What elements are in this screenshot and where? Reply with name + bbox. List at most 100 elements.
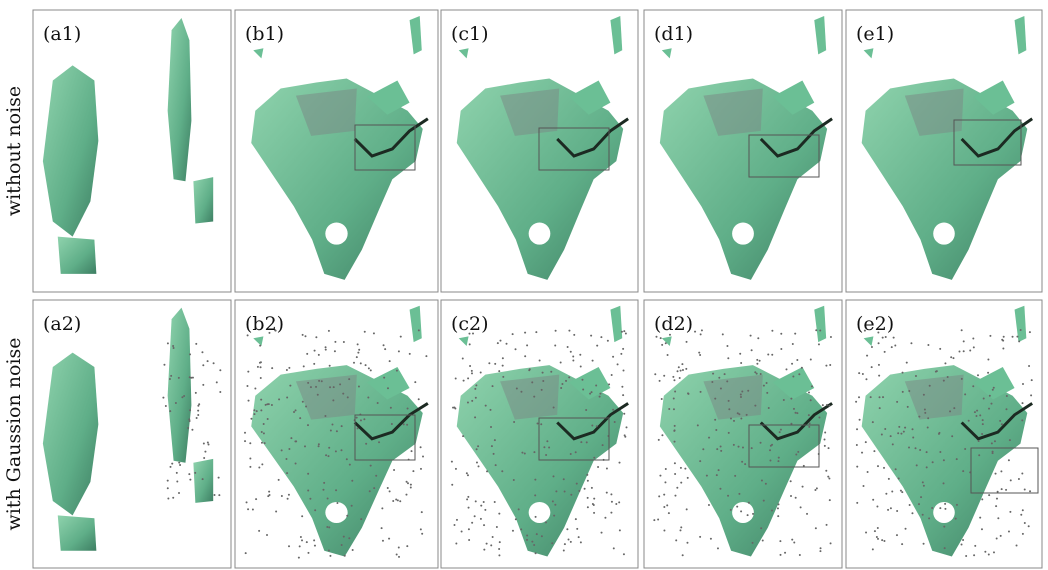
noise-point — [329, 365, 331, 367]
noise-point — [830, 336, 832, 338]
noise-point — [667, 354, 669, 356]
noise-point — [680, 526, 682, 528]
noise-point — [550, 371, 552, 373]
noise-point — [467, 496, 469, 498]
noise-point — [370, 369, 372, 371]
noise-point — [610, 493, 612, 495]
noise-point — [565, 380, 567, 382]
noise-point — [988, 494, 990, 496]
noise-point — [175, 402, 177, 404]
noise-point — [543, 446, 545, 448]
noise-point — [499, 340, 501, 342]
noise-point — [587, 497, 589, 499]
noise-point — [780, 429, 782, 431]
noise-point — [263, 432, 265, 434]
noise-point — [623, 330, 625, 332]
noise-point — [176, 472, 178, 474]
noise-point — [167, 487, 169, 489]
noise-point — [533, 544, 535, 546]
noise-point — [572, 356, 574, 358]
noise-point — [780, 554, 782, 556]
noise-point — [553, 515, 555, 517]
noise-point — [208, 443, 210, 445]
noise-point — [896, 534, 898, 536]
noise-point — [536, 533, 538, 535]
noise-point — [663, 375, 665, 377]
noise-point — [810, 399, 812, 401]
noise-point — [564, 543, 566, 545]
noise-point — [799, 554, 801, 556]
noise-point — [962, 470, 964, 472]
noise-point — [576, 528, 578, 530]
noise-point — [778, 503, 780, 505]
noise-point — [956, 504, 958, 506]
noise-point — [520, 528, 522, 530]
noise-point — [866, 355, 868, 357]
noise-point — [422, 456, 424, 458]
noise-point — [290, 437, 292, 439]
noise-point — [981, 528, 983, 530]
noise-point — [694, 331, 696, 333]
noise-point — [912, 437, 914, 439]
noise-point — [927, 427, 929, 429]
noise-point — [593, 498, 595, 500]
noise-point — [907, 406, 909, 408]
noise-point — [497, 342, 499, 344]
noise-point — [855, 401, 857, 403]
noise-point — [381, 527, 383, 529]
noise-point — [943, 459, 945, 461]
noise-point — [653, 519, 655, 521]
noise-point — [425, 355, 427, 357]
noise-point — [488, 362, 490, 364]
noise-point — [246, 501, 248, 503]
noise-point — [502, 357, 504, 359]
noise-point — [336, 502, 338, 504]
noise-point — [468, 539, 470, 541]
noise-point — [738, 446, 740, 448]
noise-point — [249, 466, 251, 468]
noise-point — [260, 377, 262, 379]
noise-point — [977, 374, 979, 376]
noise-point — [700, 391, 702, 393]
noise-point — [202, 384, 204, 386]
noise-point — [480, 371, 482, 373]
noise-point — [474, 515, 476, 517]
noise-point — [927, 417, 929, 419]
noise-point — [951, 435, 953, 437]
noise-point — [305, 406, 307, 408]
noise-point — [451, 461, 453, 463]
noise-point — [471, 400, 473, 402]
noise-point — [622, 348, 624, 350]
noise-point — [718, 469, 720, 471]
noise-point — [456, 519, 458, 521]
noise-point — [213, 362, 215, 364]
noise-point — [659, 380, 661, 382]
noise-point — [321, 380, 323, 382]
noise-point — [343, 341, 345, 343]
noise-point — [483, 501, 485, 503]
noise-point — [674, 495, 676, 497]
noise-point — [188, 418, 190, 420]
noise-point — [619, 462, 621, 464]
noise-point — [675, 539, 677, 541]
noise-point — [678, 366, 680, 368]
noise-point — [919, 449, 921, 451]
noise-point — [307, 552, 309, 554]
noise-point — [673, 397, 675, 399]
noise-point — [993, 387, 995, 389]
noise-point — [659, 475, 661, 477]
noise-point — [498, 548, 500, 550]
noise-point — [666, 504, 668, 506]
noise-point — [313, 539, 315, 541]
noise-point — [560, 362, 562, 364]
noise-point — [922, 481, 924, 483]
noise-point — [686, 508, 688, 510]
noise-point — [188, 473, 190, 475]
noise-point — [738, 493, 740, 495]
noise-point — [218, 477, 220, 479]
noise-point — [591, 487, 593, 489]
noise-point — [187, 427, 189, 429]
noise-point — [169, 378, 171, 380]
noise-point — [570, 453, 572, 455]
noise-point — [720, 450, 722, 452]
